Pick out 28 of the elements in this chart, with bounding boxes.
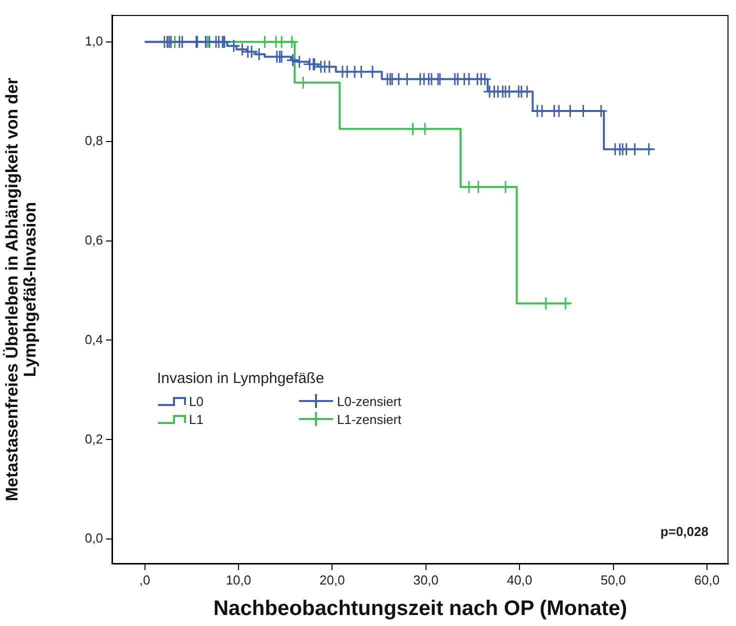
x-axis-title: Nachbeobachtungszeit nach OP (Monate) — [213, 597, 628, 620]
legend-label: L1-zensiert — [337, 412, 402, 426]
y-axis-title: Metastasenfreies Überleben in Abhängigkeit von der Lymphgefäß-Invasion — [2, 77, 40, 502]
annotation: p=0,028 — [660, 524, 708, 539]
x-tick-label: 30,0 — [413, 572, 439, 588]
x-tick-label: 60,0 — [694, 572, 720, 588]
legend-label: L1 — [189, 412, 204, 426]
point — [539, 296, 553, 310]
point — [296, 76, 310, 90]
y-tick-label: 0,6 — [84, 232, 103, 248]
point — [285, 35, 299, 49]
legend-title: Invasion in Lymphgefäße — [157, 370, 326, 387]
y-tick-label: 0,4 — [84, 332, 103, 347]
point — [418, 122, 432, 136]
x-tick-label: 40,0 — [506, 572, 532, 588]
x-tick-label: 50,0 — [600, 572, 626, 588]
legend-label: L0-zensiert — [337, 394, 402, 408]
point — [258, 35, 272, 49]
point — [558, 296, 572, 310]
y-tick-label: 0,0 — [84, 530, 103, 546]
y-tick-label: 1,0 — [84, 33, 103, 48]
x-tick-label: ,0 — [139, 572, 150, 588]
x-tick-label: 10,0 — [226, 572, 252, 588]
x-tick-label: 20,0 — [320, 572, 345, 588]
y-tick-label: 0,8 — [84, 132, 103, 148]
y-tick-label: 0,2 — [84, 431, 103, 446]
point — [406, 122, 420, 136]
legend-label: L0 — [189, 394, 204, 408]
